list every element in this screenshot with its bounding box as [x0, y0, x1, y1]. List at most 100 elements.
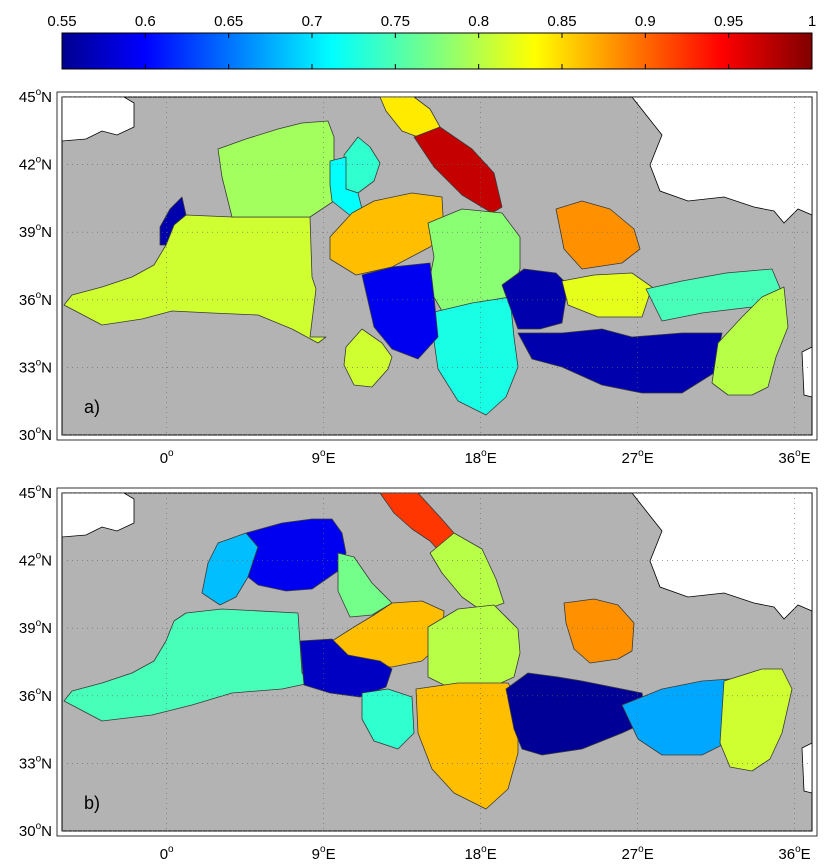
degree-symbol: o — [36, 155, 42, 166]
latitude-tick-label: 45oN — [19, 87, 52, 106]
tick-degrees: 42 — [19, 553, 36, 570]
tick-degrees: 33 — [19, 359, 36, 376]
tick-hemisphere: N — [41, 620, 52, 637]
tick-degrees: 18 — [464, 846, 481, 863]
tick-degrees: 36 — [19, 688, 36, 705]
longitude-tick-label: 36oE — [778, 844, 810, 863]
latitude-tick-label: 30oN — [19, 821, 52, 840]
panel-a-land — [61, 96, 813, 398]
tick-degrees: 45 — [19, 485, 36, 502]
tick-hemisphere: E — [326, 846, 336, 863]
colorbar-tick-label: 0.75 — [381, 13, 410, 30]
degree-symbol: o — [36, 686, 42, 697]
tick-hemisphere: N — [41, 224, 52, 241]
longitude-tick-label: 18oE — [464, 844, 496, 863]
panel-b-axes: 0o 9oE 18oE 27oE 36oE45oN42oN39oN36oN33oN30o… — [19, 483, 818, 863]
latitude-tick-label: 36oN — [19, 290, 52, 309]
latitude-tick-label: 42oN — [19, 155, 52, 174]
degree-symbol: o — [168, 844, 174, 855]
map-frame — [56, 91, 818, 441]
sea-region — [63, 214, 327, 344]
degree-symbol: o — [36, 87, 42, 98]
tick-degrees: 42 — [19, 157, 36, 174]
panel-b-grid — [62, 492, 812, 832]
colorbar-tick-label: 0.8 — [468, 13, 489, 30]
tick-hemisphere: E — [326, 450, 336, 467]
degree-symbol: o — [36, 551, 42, 562]
degree-symbol: o — [36, 483, 42, 494]
tick-degrees: 33 — [19, 755, 36, 772]
tick-hemisphere: N — [41, 359, 52, 376]
tick-degrees: 39 — [19, 224, 36, 241]
degree-symbol: o — [638, 448, 644, 459]
panel-a-regions — [63, 96, 789, 416]
longitude-tick-label: 0o — [160, 448, 174, 467]
tick-hemisphere: E — [644, 450, 654, 467]
sea-region — [361, 688, 415, 750]
sea-region — [427, 604, 521, 690]
degree-symbol: o — [795, 844, 801, 855]
tick-degrees: 36 — [778, 846, 795, 863]
panel-a-axes: 0o 9oE 18oE 27oE 36oE45oN42oN39oN36oN33oN30o… — [19, 87, 818, 467]
tick-hemisphere: N — [41, 427, 52, 444]
sea-region — [711, 286, 789, 396]
tick-degrees: 45 — [19, 89, 36, 106]
map-frame — [56, 487, 818, 837]
degree-symbol: o — [36, 290, 42, 301]
degree-symbol: o — [481, 844, 487, 855]
latitude-tick-label: 36oN — [19, 686, 52, 705]
colorbar-tick-label: 0.9 — [635, 13, 656, 30]
longitude-tick-label: 9oE — [312, 844, 336, 863]
tick-hemisphere: N — [41, 89, 52, 106]
sea-region — [415, 682, 519, 810]
tick-hemisphere: N — [41, 688, 52, 705]
tick-hemisphere: N — [41, 292, 52, 309]
colorbar-tick-label: 1 — [808, 13, 816, 30]
colorbar-tick-label: 0.65 — [214, 13, 243, 30]
colorbar-tick-label: 0.6 — [135, 13, 156, 30]
panel-b-land — [61, 492, 813, 794]
tick-hemisphere: E — [801, 846, 811, 863]
degree-symbol: o — [36, 821, 42, 832]
tick-hemisphere: E — [644, 846, 654, 863]
latitude-tick-label: 33oN — [19, 753, 52, 772]
latitude-tick-label: 30oN — [19, 425, 52, 444]
longitude-tick-label: 27oE — [621, 448, 653, 467]
degree-symbol: o — [320, 448, 326, 459]
tick-degrees: 27 — [621, 450, 638, 467]
longitude-tick-label: 0o — [160, 844, 174, 863]
sea-region — [429, 296, 519, 416]
tick-degrees: 39 — [19, 620, 36, 637]
sea-region — [299, 638, 393, 698]
latitude-tick-label: 45oN — [19, 483, 52, 502]
sea-region — [343, 328, 393, 388]
sea-region — [555, 200, 641, 270]
panel-b-label: b) — [84, 793, 100, 813]
colorbar: 0.55 0.6 0.65 0.7 0.75 0.8 0.85 0.9 0.95 1 — [47, 13, 816, 70]
degree-symbol: o — [481, 448, 487, 459]
tick-degrees: 36 — [778, 450, 795, 467]
land-mass — [61, 96, 135, 142]
panel-a-grid — [62, 96, 812, 436]
degree-symbol: o — [168, 448, 174, 459]
tick-degrees: 9 — [312, 450, 320, 467]
colorbar-tick-label: 0.55 — [47, 13, 76, 30]
tick-hemisphere: N — [41, 823, 52, 840]
colorbar-bar — [61, 32, 813, 70]
tick-degrees: 27 — [621, 846, 638, 863]
tick-hemisphere: N — [41, 157, 52, 174]
sea-region — [413, 126, 503, 214]
colorbar-tick-label: 0.95 — [714, 13, 743, 30]
land-mass — [801, 742, 813, 794]
tick-hemisphere: E — [487, 846, 497, 863]
degree-symbol: o — [795, 448, 801, 459]
tick-degrees: 0 — [160, 846, 168, 863]
sea-region — [501, 268, 569, 330]
latitude-tick-label: 39oN — [19, 222, 52, 241]
degree-symbol: o — [320, 844, 326, 855]
land-mass — [631, 492, 813, 620]
sea-region — [561, 272, 653, 318]
degree-symbol: o — [36, 222, 42, 233]
degree-symbol: o — [36, 753, 42, 764]
